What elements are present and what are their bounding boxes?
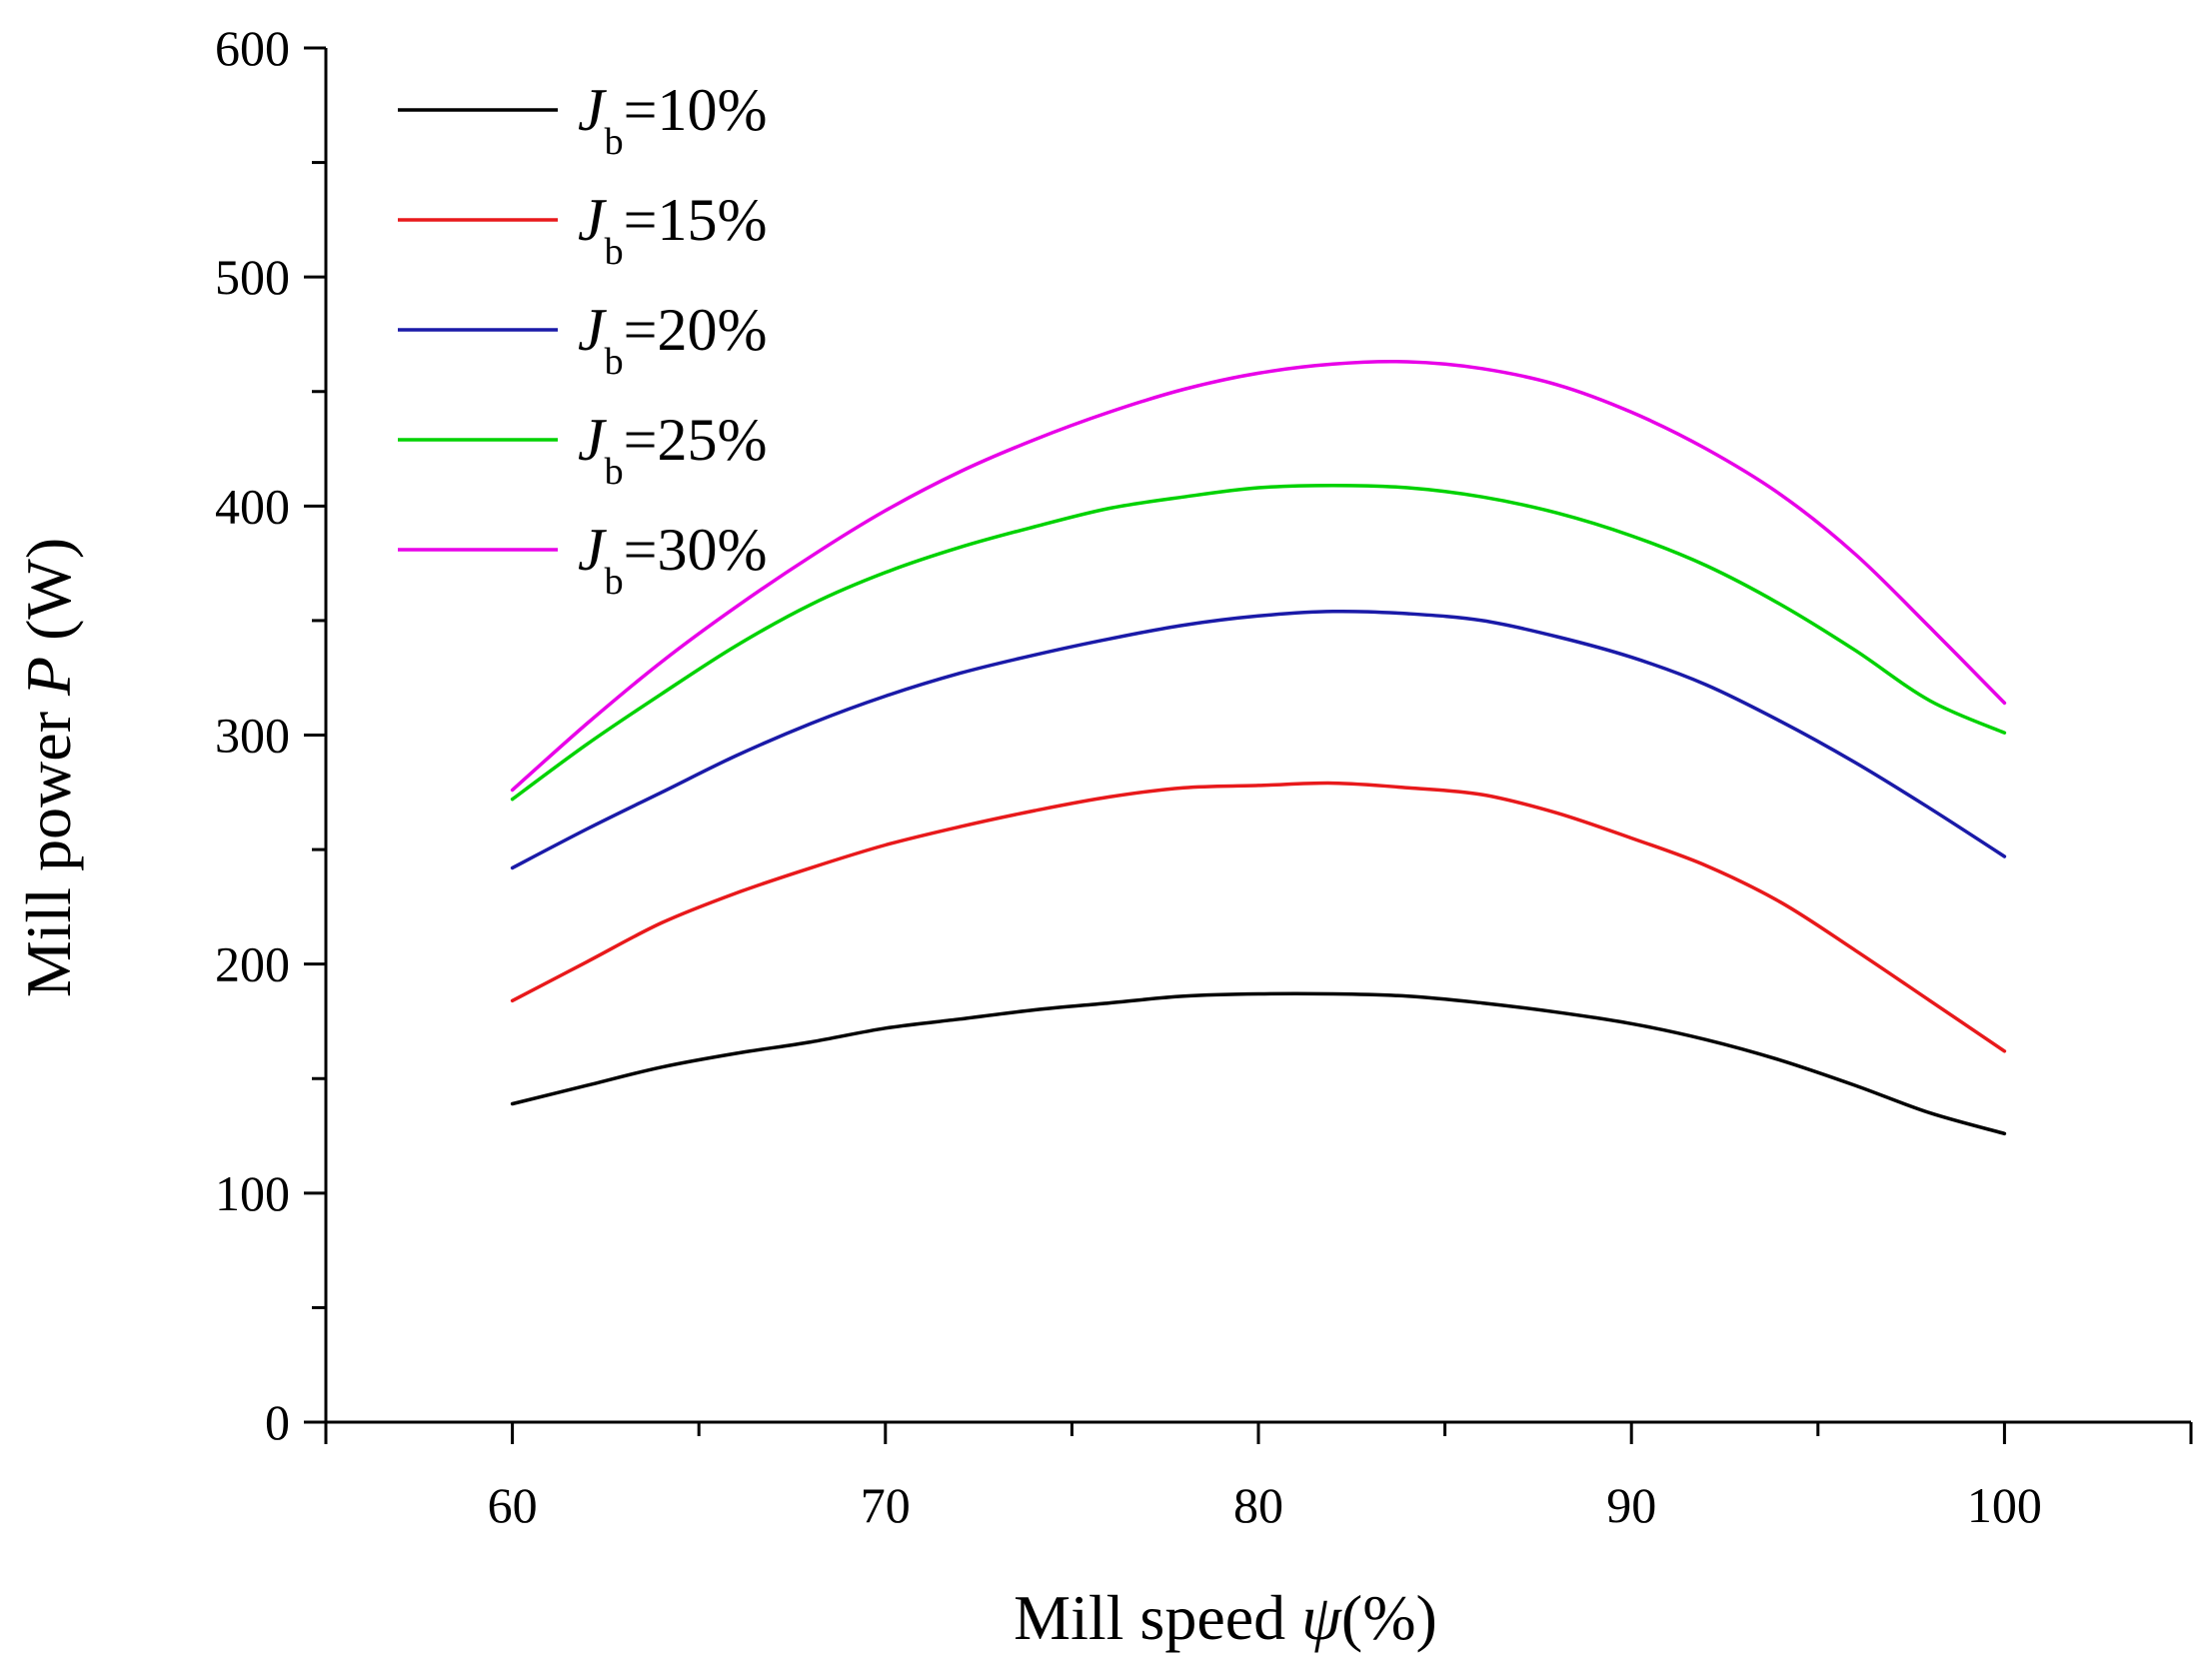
series-line-5: [510, 359, 2007, 793]
y-tick-label: 500: [215, 249, 290, 305]
series-line-1: [510, 991, 2007, 1136]
y-tick-label: 600: [215, 20, 290, 76]
x-tick-label: 60: [488, 1477, 538, 1533]
x-axis-title: Mill speed ψ(%): [1014, 1582, 1437, 1653]
series-line-2: [510, 781, 2007, 1053]
legend-label-5: Jb=30%: [578, 517, 767, 603]
legend-label-2: Jb=15%: [578, 187, 767, 273]
x-tick-label: 70: [861, 1477, 911, 1533]
legend-label-1: Jb=10%: [578, 77, 767, 163]
y-tick-label: 300: [215, 708, 290, 764]
legend-label-3: Jb=20%: [578, 297, 767, 383]
y-tick-label: 400: [215, 478, 290, 534]
y-axis-title: Mill power P (W): [13, 538, 84, 997]
series-lines: [510, 359, 2007, 1136]
y-tick-label: 0: [265, 1394, 290, 1450]
y-axis-ticks: 0 100 200 300 400 500 600: [215, 20, 326, 1450]
x-tick-label: 80: [1233, 1477, 1283, 1533]
x-tick-label: 100: [1967, 1477, 2042, 1533]
x-axis-ticks: 60 70 80 90 100: [324, 1422, 2193, 1533]
legend: Jb=10% Jb=15% Jb=20% Jb=25% Jb=30%: [398, 77, 767, 603]
legend-label-4: Jb=25%: [578, 407, 767, 493]
x-tick-label: 90: [1606, 1477, 1656, 1533]
series-line-3: [510, 609, 2007, 870]
y-tick-label: 200: [215, 936, 290, 992]
y-tick-label: 100: [215, 1165, 290, 1221]
series-line-4: [510, 483, 2007, 802]
